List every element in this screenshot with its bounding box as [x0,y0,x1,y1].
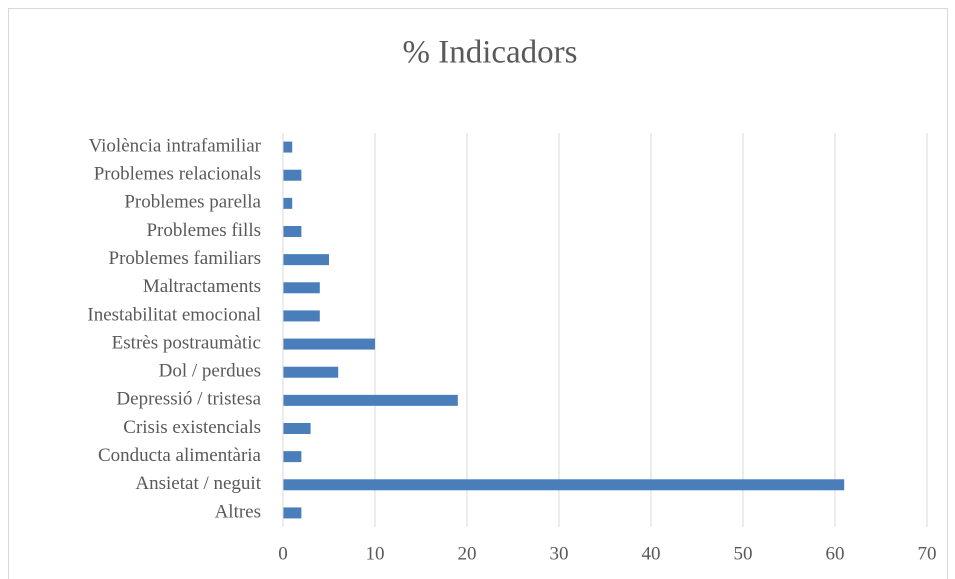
y-tick-label: Problemes relacionals [94,164,261,185]
bar [283,282,320,294]
bar [283,226,302,237]
x-tick-label: 20 [458,543,477,564]
x-tick-label: 0 [278,543,288,564]
y-tick-label: Dol / perdues [159,361,261,382]
y-tick-label: Ansietat / neguit [135,473,261,494]
y-tick-label: Maltractaments [143,276,261,297]
x-tick-label: 70 [918,543,937,564]
bar [283,423,311,434]
y-tick-label: Depressió / tristesa [116,389,261,410]
bar [283,141,293,153]
y-tick-label: Problemes fills [146,220,261,241]
chart-title: % Indicadors [402,35,577,71]
x-tick-label: 40 [642,543,661,564]
bar [283,366,339,378]
bar [283,394,458,406]
y-tick-label: Violència intrafamiliar [89,135,262,156]
bar [283,310,320,322]
y-tick-label: Problemes parella [124,192,261,213]
bar [283,451,302,463]
bar [283,338,375,350]
x-tick-label: 10 [366,543,385,564]
y-tick-label: Crisis existencials [123,417,261,438]
y-tick-label: Estrès postraumàtic [112,332,261,353]
x-tick-label: 60 [826,543,845,564]
bar [283,197,293,209]
y-tick-label: Problemes familiars [109,248,262,269]
bar [283,254,329,266]
bar [283,169,302,181]
y-tick-label: Inestabilitat emocional [87,304,261,325]
y-tick-label: Conducta alimentària [98,445,262,466]
bar [283,507,302,519]
x-tick-label: 50 [734,543,753,564]
bar [283,479,845,491]
x-tick-label: 30 [550,543,569,564]
y-tick-label: Altres [215,501,261,522]
